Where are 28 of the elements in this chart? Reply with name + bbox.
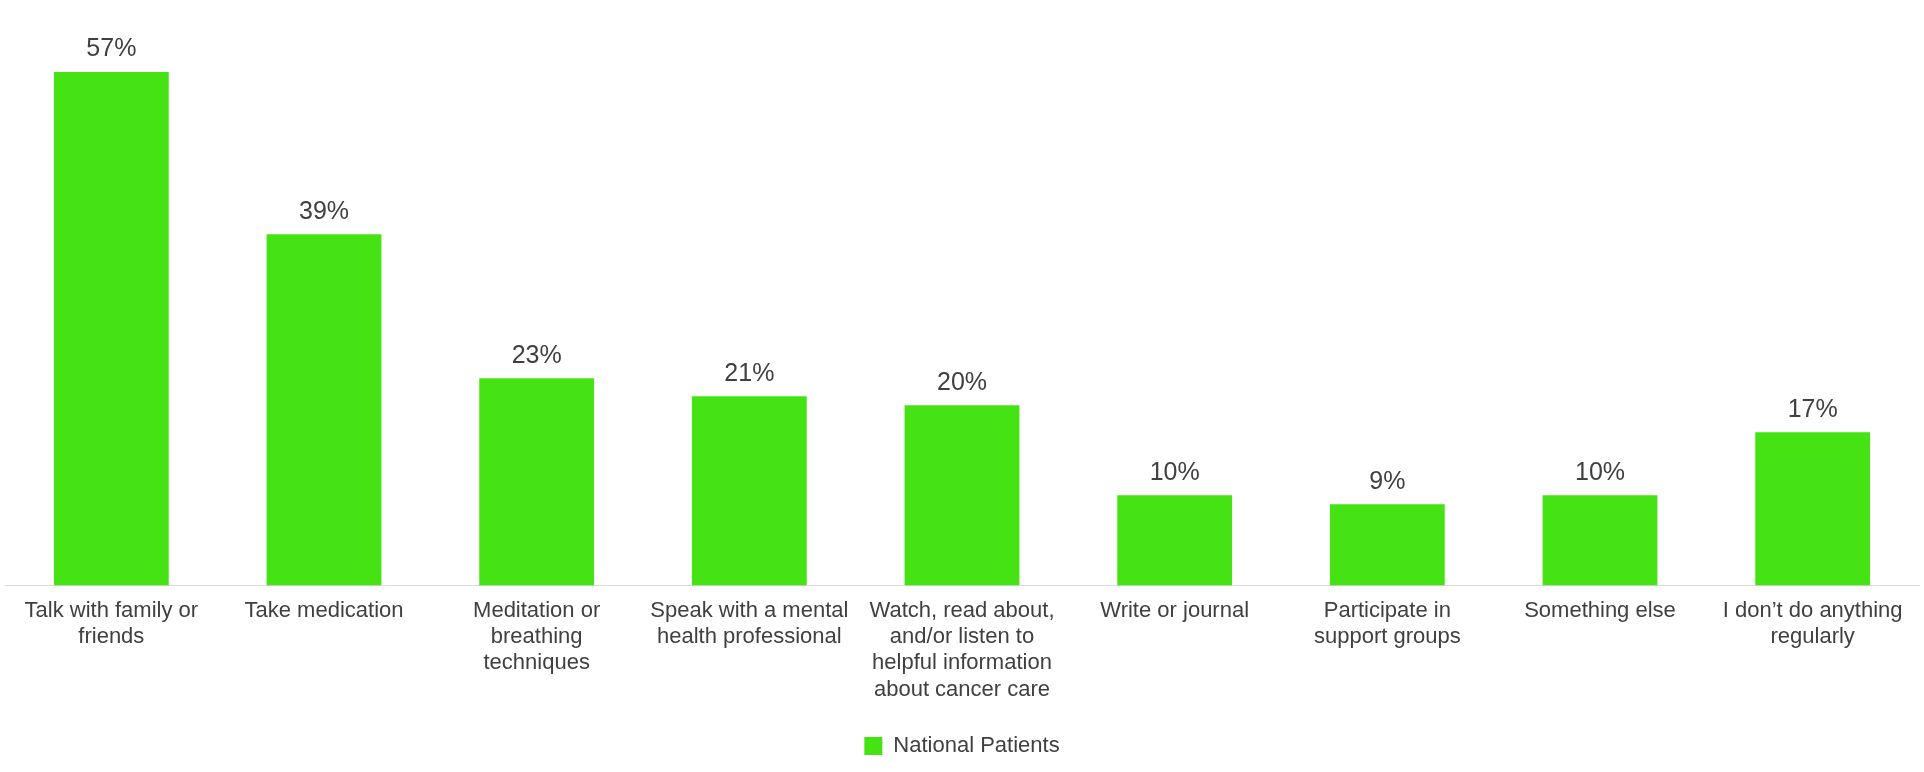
bar [1755,432,1871,586]
x-tick-label: Participate in support groups [1313,596,1461,649]
data-label: 10% [1574,456,1626,485]
bar [1329,504,1445,586]
data-label: 23% [511,339,562,368]
data-label: 21% [724,357,775,386]
data-label: 17% [1787,393,1838,422]
data-label: 10% [1149,456,1200,485]
legend-label: National Patients [893,732,1060,758]
bar [479,378,595,586]
bar [1542,495,1658,586]
data-label: 20% [936,366,988,395]
bar [53,72,169,586]
x-tick-label: Take medication [244,596,404,622]
x-tick-label: Write or journal [1100,596,1250,622]
bar [1117,495,1233,586]
data-label: 9% [1369,465,1406,494]
bar [266,234,382,586]
x-tick-label: Something else [1524,596,1676,622]
data-label: 39% [298,195,350,224]
x-tick-label: Talk with family or friends [24,596,199,649]
data-label: 57% [86,33,137,62]
x-tick-label: Watch, read about, and/or listen to helpful information about cancer care [869,596,1055,701]
x-tick-label: Meditation or breathing techniques [473,596,601,675]
x-tick-label: Speak with a mental health professional [650,596,849,649]
bar [691,396,807,586]
bar [904,405,1020,586]
x-tick-label: I don’t do anything regularly [1722,596,1903,649]
